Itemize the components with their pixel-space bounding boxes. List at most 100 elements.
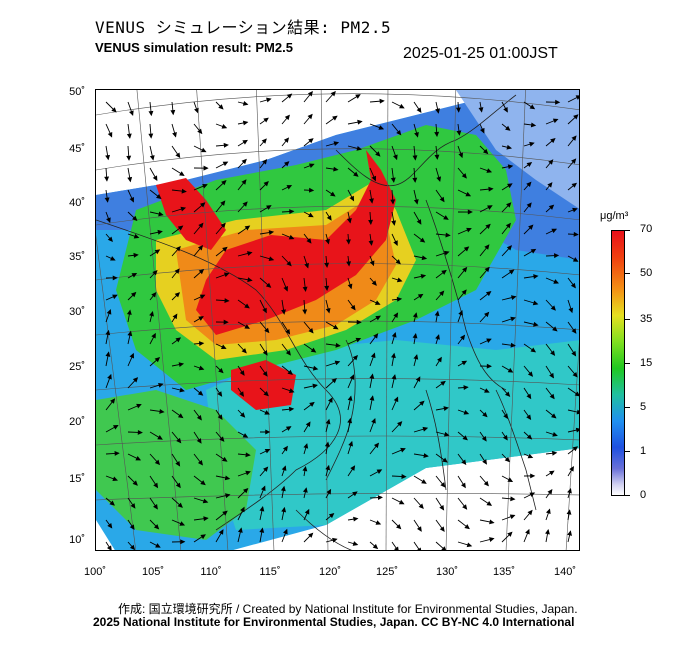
- wind-arrowhead: [287, 369, 293, 375]
- wind-arrowhead: [220, 344, 227, 349]
- wind-arrowhead: [112, 424, 119, 430]
- wind-arrowhead: [416, 219, 422, 225]
- wind-arrowhead: [245, 470, 251, 476]
- wind-arrowhead: [482, 148, 489, 155]
- wind-arrowhead: [434, 154, 440, 160]
- wind-arrowhead: [441, 269, 447, 275]
- wind-arrowhead: [106, 217, 111, 224]
- colorbar: [611, 230, 625, 496]
- wind-arrowhead: [112, 275, 118, 281]
- wind-arrowhead: [377, 495, 384, 501]
- wind-arrowhead: [261, 138, 267, 144]
- colorbar-label-5: 5: [640, 401, 647, 413]
- wind-arrowhead: [435, 108, 440, 114]
- wind-arrowhead: [575, 95, 579, 100]
- wind-arrowhead: [462, 504, 468, 510]
- wind-arrowhead: [242, 433, 249, 438]
- wind-arrowhead: [158, 211, 164, 217]
- wind-arrowhead: [484, 266, 490, 273]
- wind-arrowhead: [240, 506, 245, 513]
- wind-arrowhead: [268, 256, 275, 262]
- wind-arrowhead: [461, 482, 466, 489]
- wind-arrowhead: [222, 246, 228, 252]
- wind-arrowhead: [198, 222, 204, 229]
- wind-arrowhead: [325, 238, 330, 245]
- wind-arrowhead: [285, 329, 291, 335]
- wind-arrowhead: [220, 200, 226, 206]
- wind-arrowhead: [114, 451, 120, 456]
- wind-arrowhead: [414, 131, 419, 138]
- wind-arrowhead: [528, 224, 534, 230]
- wind-arrowhead: [526, 434, 533, 440]
- wind-arrowhead: [151, 291, 157, 298]
- colorbar-tick: [625, 363, 630, 364]
- wind-arrowhead: [198, 341, 205, 346]
- wind-arrowhead: [462, 435, 468, 441]
- wind-arrowhead: [507, 477, 514, 483]
- wind-arrowhead: [353, 516, 359, 522]
- wind-arrowhead: [571, 350, 577, 357]
- wind-arrowhead: [242, 101, 249, 106]
- wind-arrowhead: [312, 383, 318, 389]
- wind-arrowhead: [396, 277, 403, 283]
- wind-arrowhead: [217, 391, 223, 397]
- wind-arrowhead: [347, 283, 353, 290]
- wind-arrowhead: [434, 131, 440, 138]
- wind-arrowhead: [552, 118, 559, 124]
- wind-arrowhead: [132, 215, 138, 222]
- lat-label-15: 15˚: [69, 473, 85, 485]
- wind-arrowhead: [155, 543, 161, 548]
- wind-arrowhead: [107, 131, 113, 138]
- wind-arrowhead: [159, 408, 165, 414]
- wind-arrowhead: [288, 234, 295, 240]
- wind-arrowhead: [199, 202, 206, 208]
- wind-arrowhead: [350, 465, 356, 471]
- wind-arrowhead: [218, 104, 224, 110]
- wind-arrowhead: [172, 313, 178, 320]
- wind-arrowhead: [479, 127, 485, 134]
- wind-arrowhead: [458, 309, 463, 316]
- wind-arrowhead: [484, 244, 490, 250]
- wind-arrowhead: [458, 152, 464, 159]
- wind-arrowhead: [418, 503, 424, 509]
- wind-arrowhead: [413, 354, 419, 360]
- wind-arrowhead: [158, 382, 164, 388]
- wind-arrowhead: [200, 147, 207, 153]
- wind-arrowhead: [440, 482, 446, 488]
- wind-arrowhead: [467, 209, 473, 215]
- wind-arrowhead: [412, 312, 418, 318]
- wind-arrowhead: [281, 309, 286, 315]
- wind-arrowhead: [180, 539, 186, 545]
- wind-arrowhead: [263, 466, 269, 472]
- wind-arrowhead: [526, 393, 532, 400]
- wind-arrowhead: [284, 161, 290, 167]
- wind-arrowhead: [478, 107, 484, 113]
- wind-arrowhead: [286, 93, 293, 99]
- wind-arrowhead: [443, 406, 449, 411]
- wind-arrowhead: [357, 119, 363, 125]
- wind-arrowhead: [572, 257, 579, 262]
- domain-ne-pale: [456, 90, 579, 209]
- wind-arrow: [413, 541, 421, 550]
- lat-label-35: 35˚: [69, 251, 85, 263]
- wind-arrowhead: [347, 417, 353, 424]
- wind-arrowhead: [553, 253, 560, 259]
- wind-arrowhead: [461, 289, 467, 295]
- wind-arrowhead: [550, 305, 556, 311]
- wind-arrowhead: [569, 466, 574, 472]
- wind-arrowhead: [288, 388, 295, 393]
- wind-arrowhead: [180, 206, 187, 212]
- wind-arrowhead: [148, 110, 154, 117]
- wind-arrowhead: [330, 90, 336, 97]
- wind-arrowhead: [527, 371, 534, 377]
- wind-arrowhead: [530, 248, 537, 254]
- wind-arrowhead: [371, 418, 376, 424]
- wind-arrowhead: [332, 537, 338, 543]
- lat-label-30: 30˚: [69, 306, 85, 318]
- wind-arrowhead: [136, 403, 142, 409]
- wind-arrowhead: [241, 179, 247, 185]
- wind-arrowhead: [507, 183, 513, 189]
- wind-arrowhead: [371, 280, 377, 286]
- wind-arrowhead: [353, 171, 359, 177]
- wind-arrowhead: [395, 259, 401, 265]
